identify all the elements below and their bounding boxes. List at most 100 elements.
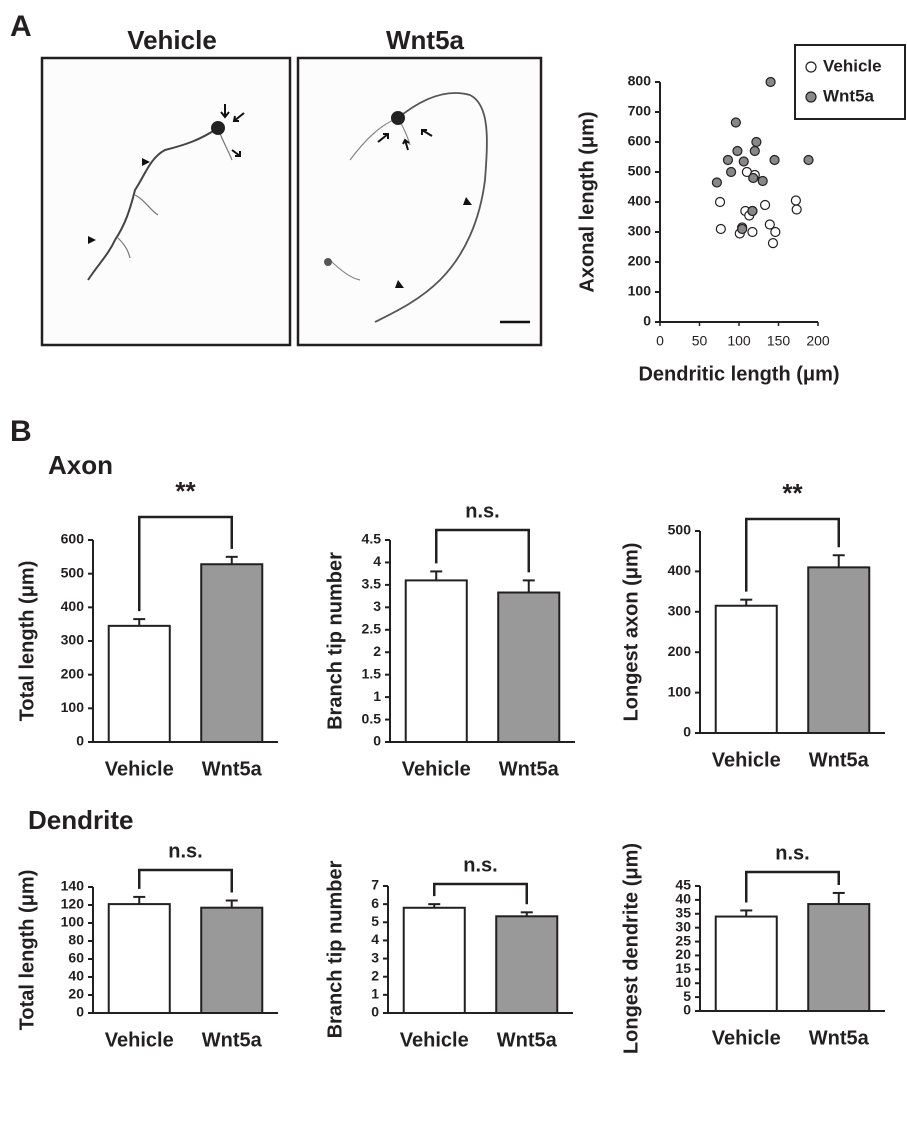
x-tick-label: 0 bbox=[656, 333, 664, 349]
x-tick-label: Wnt5a bbox=[809, 749, 870, 771]
data-point bbox=[752, 138, 761, 147]
x-tick-label: Wnt5a bbox=[497, 1029, 558, 1051]
panel-label: A bbox=[10, 10, 32, 43]
y-tick-label: 200 bbox=[628, 253, 652, 269]
y-tick-label: 7 bbox=[371, 877, 379, 893]
y-tick-label: 20 bbox=[675, 946, 691, 962]
y-tick-label: 0 bbox=[373, 733, 381, 749]
y-tick-label: 4 bbox=[371, 931, 379, 947]
bar bbox=[808, 904, 869, 1011]
y-tick-label: 100 bbox=[668, 683, 692, 699]
y-tick-label: 0 bbox=[76, 1004, 84, 1020]
y-tick-label: 15 bbox=[675, 960, 691, 976]
y-tick-label: 120 bbox=[61, 896, 85, 912]
y-tick-label: 1.5 bbox=[362, 665, 382, 681]
y-tick-label: 4.5 bbox=[362, 531, 382, 547]
y-tick-label: 0 bbox=[683, 1002, 691, 1018]
data-point bbox=[792, 205, 801, 214]
y-tick-label: 700 bbox=[628, 103, 652, 119]
y-tick-label: 100 bbox=[628, 283, 652, 299]
y-tick-label: 60 bbox=[68, 950, 84, 966]
y-tick-label: 6 bbox=[371, 895, 379, 911]
data-point bbox=[731, 118, 740, 127]
bar bbox=[404, 908, 465, 1013]
y-tick-label: 300 bbox=[628, 223, 652, 239]
y-tick-label: 100 bbox=[61, 914, 85, 930]
x-tick-label: Vehicle bbox=[712, 749, 781, 771]
bar bbox=[496, 916, 557, 1013]
data-point bbox=[748, 228, 757, 237]
y-tick-label: 80 bbox=[68, 932, 84, 948]
y-tick-label: 2 bbox=[373, 643, 381, 659]
x-tick-label: Vehicle bbox=[402, 758, 471, 780]
x-tick-label: Wnt5a bbox=[499, 758, 560, 780]
data-point bbox=[749, 174, 758, 183]
y-tick-label: 0.5 bbox=[362, 710, 382, 726]
y-tick-label: 4 bbox=[373, 553, 381, 569]
y-axis-label: Branch tip number bbox=[324, 552, 346, 730]
y-tick-label: 20 bbox=[68, 986, 84, 1002]
y-axis-label: Total length (μm) bbox=[16, 561, 38, 722]
y-tick-label: 25 bbox=[675, 932, 691, 948]
significance-bracket bbox=[434, 884, 527, 904]
data-point bbox=[716, 198, 725, 207]
data-point bbox=[770, 156, 779, 165]
x-tick-label: 50 bbox=[692, 333, 708, 349]
y-tick-label: 3 bbox=[371, 949, 379, 965]
y-tick-label: 800 bbox=[628, 73, 652, 89]
bar bbox=[498, 593, 559, 742]
y-tick-label: 600 bbox=[61, 531, 85, 547]
panel-label: B bbox=[10, 415, 32, 448]
x-tick-label: Wnt5a bbox=[202, 758, 263, 780]
y-tick-label: 0 bbox=[643, 313, 651, 329]
significance-label: ** bbox=[782, 478, 803, 508]
y-tick-label: 200 bbox=[668, 643, 692, 659]
y-tick-label: 600 bbox=[628, 133, 652, 149]
x-tick-label: Wnt5a bbox=[809, 1027, 870, 1049]
significance-label: n.s. bbox=[775, 842, 809, 864]
section-title: Axon bbox=[48, 450, 113, 480]
micrograph bbox=[298, 58, 541, 345]
y-tick-label: 40 bbox=[675, 891, 691, 907]
y-axis-label: Longest dendrite (μm) bbox=[620, 843, 642, 1054]
y-tick-label: 1 bbox=[371, 986, 379, 1002]
legend-marker bbox=[806, 62, 816, 72]
x-tick-label: Vehicle bbox=[712, 1027, 781, 1049]
x-tick-label: Vehicle bbox=[400, 1029, 469, 1051]
legend-label: Wnt5a bbox=[823, 86, 875, 105]
y-tick-label: 35 bbox=[675, 904, 691, 920]
data-point bbox=[739, 157, 748, 166]
data-point bbox=[766, 78, 775, 87]
y-tick-label: 500 bbox=[61, 564, 85, 580]
image-title: Wnt5a bbox=[386, 25, 465, 55]
y-tick-label: 3 bbox=[373, 598, 381, 614]
x-tick-label: 200 bbox=[806, 333, 830, 349]
legend-marker bbox=[806, 92, 816, 102]
micrograph bbox=[42, 58, 290, 345]
y-tick-label: 140 bbox=[61, 878, 85, 894]
significance-bracket bbox=[139, 870, 232, 893]
y-axis-label: Longest axon (μm) bbox=[620, 543, 642, 722]
y-axis-label: Total length (μm) bbox=[16, 870, 38, 1031]
data-point bbox=[768, 239, 777, 248]
y-tick-label: 400 bbox=[628, 193, 652, 209]
bar bbox=[109, 904, 170, 1013]
significance-label: ** bbox=[175, 476, 196, 506]
image-title: Vehicle bbox=[127, 25, 217, 55]
bar bbox=[201, 564, 262, 742]
bar bbox=[201, 908, 262, 1013]
x-tick-label: Wnt5a bbox=[202, 1029, 263, 1051]
x-tick-label: Vehicle bbox=[105, 758, 174, 780]
x-tick-label: Vehicle bbox=[105, 1029, 174, 1051]
y-tick-label: 0 bbox=[371, 1004, 379, 1020]
x-tick-label: 100 bbox=[727, 333, 751, 349]
bar bbox=[109, 626, 170, 742]
figure: A B Vehicle Wnt5a Axon Dendrite 01002003… bbox=[0, 0, 907, 1132]
data-point bbox=[804, 156, 813, 165]
y-tick-label: 40 bbox=[68, 968, 84, 984]
y-tick-label: 1 bbox=[373, 688, 381, 704]
data-point bbox=[748, 207, 757, 216]
y-tick-label: 400 bbox=[61, 598, 85, 614]
y-tick-label: 30 bbox=[675, 918, 691, 934]
y-tick-label: 100 bbox=[61, 699, 85, 715]
